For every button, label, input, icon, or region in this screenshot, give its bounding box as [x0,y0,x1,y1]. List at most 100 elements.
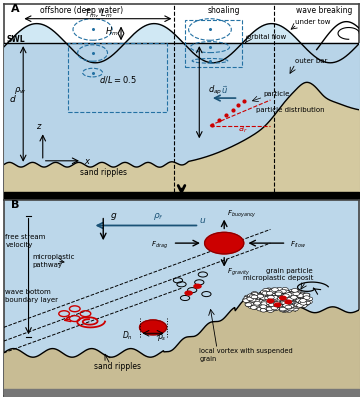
Circle shape [287,304,294,308]
Text: A: A [11,4,19,14]
Circle shape [266,307,273,311]
Circle shape [283,290,289,294]
Circle shape [286,300,293,304]
Circle shape [280,290,286,293]
Text: $z$: $z$ [36,122,42,132]
Text: wave breaking: wave breaking [295,6,352,15]
Circle shape [277,297,284,300]
Circle shape [270,288,276,292]
Circle shape [277,305,284,309]
Circle shape [286,299,293,303]
Circle shape [275,304,282,308]
Circle shape [274,303,281,307]
Text: wave bottom: wave bottom [5,289,51,295]
Circle shape [247,297,254,301]
Text: microplastic: microplastic [32,254,74,260]
Circle shape [267,295,274,299]
Text: local vortex with suspended: local vortex with suspended [199,348,293,354]
Circle shape [274,302,281,306]
Circle shape [263,308,270,311]
Circle shape [282,294,289,298]
Circle shape [268,292,275,296]
Circle shape [287,307,294,311]
Circle shape [272,297,279,301]
Circle shape [290,292,297,295]
Circle shape [284,305,290,309]
Circle shape [274,302,281,306]
Text: $H_m$: $H_m$ [105,25,119,38]
Circle shape [289,295,295,299]
Circle shape [287,293,294,297]
Circle shape [243,299,250,302]
Circle shape [271,296,278,299]
Circle shape [261,306,268,309]
Circle shape [265,296,272,300]
Circle shape [267,300,274,303]
Circle shape [262,302,269,306]
Circle shape [279,298,286,302]
Bar [68,43,167,112]
Circle shape [254,302,261,305]
Circle shape [290,296,297,299]
Circle shape [285,305,291,309]
Text: $\rho_s$: $\rho_s$ [156,332,166,343]
Circle shape [277,295,284,299]
Circle shape [262,288,269,292]
Circle shape [250,306,257,309]
Circle shape [291,304,298,308]
Circle shape [283,304,289,308]
Text: under tow: under tow [295,18,331,25]
Circle shape [294,297,301,301]
Circle shape [185,291,192,295]
Circle shape [274,299,280,302]
Circle shape [281,305,288,309]
Circle shape [275,298,282,302]
Circle shape [254,305,261,309]
Circle shape [259,304,266,307]
Circle shape [283,307,290,311]
Circle shape [306,300,312,304]
Circle shape [252,306,259,309]
Circle shape [262,291,269,295]
Circle shape [291,298,298,302]
Circle shape [261,296,267,300]
Circle shape [260,305,267,309]
Bar [185,20,242,67]
Circle shape [290,296,297,300]
Circle shape [275,302,282,306]
Circle shape [248,305,254,308]
Circle shape [260,308,267,312]
Circle shape [300,301,307,305]
Circle shape [247,302,253,306]
Circle shape [259,294,265,298]
Circle shape [194,284,201,288]
Circle shape [251,292,258,296]
Circle shape [273,307,279,310]
Circle shape [300,304,307,307]
Text: microplastic deposit: microplastic deposit [243,275,313,281]
Circle shape [266,292,273,295]
Circle shape [294,290,301,294]
Circle shape [267,303,274,307]
Circle shape [282,307,289,311]
Circle shape [289,296,296,300]
Circle shape [300,304,307,308]
Circle shape [267,299,274,303]
Circle shape [255,293,261,297]
Text: $\rho_w$: $\rho_w$ [14,85,26,96]
Text: $F_{drag}$: $F_{drag}$ [151,240,168,251]
Circle shape [262,298,269,301]
Text: offshore (deep water): offshore (deep water) [40,6,123,15]
Circle shape [270,302,277,306]
Circle shape [270,290,277,294]
Text: pathway: pathway [32,262,62,268]
Circle shape [249,294,256,298]
Text: sand ripples: sand ripples [94,362,141,370]
Circle shape [248,301,255,305]
Text: free stream: free stream [5,234,46,240]
Circle shape [272,288,278,292]
Circle shape [250,298,257,301]
Circle shape [246,297,253,301]
Text: $u$: $u$ [199,216,207,224]
Circle shape [293,298,300,302]
